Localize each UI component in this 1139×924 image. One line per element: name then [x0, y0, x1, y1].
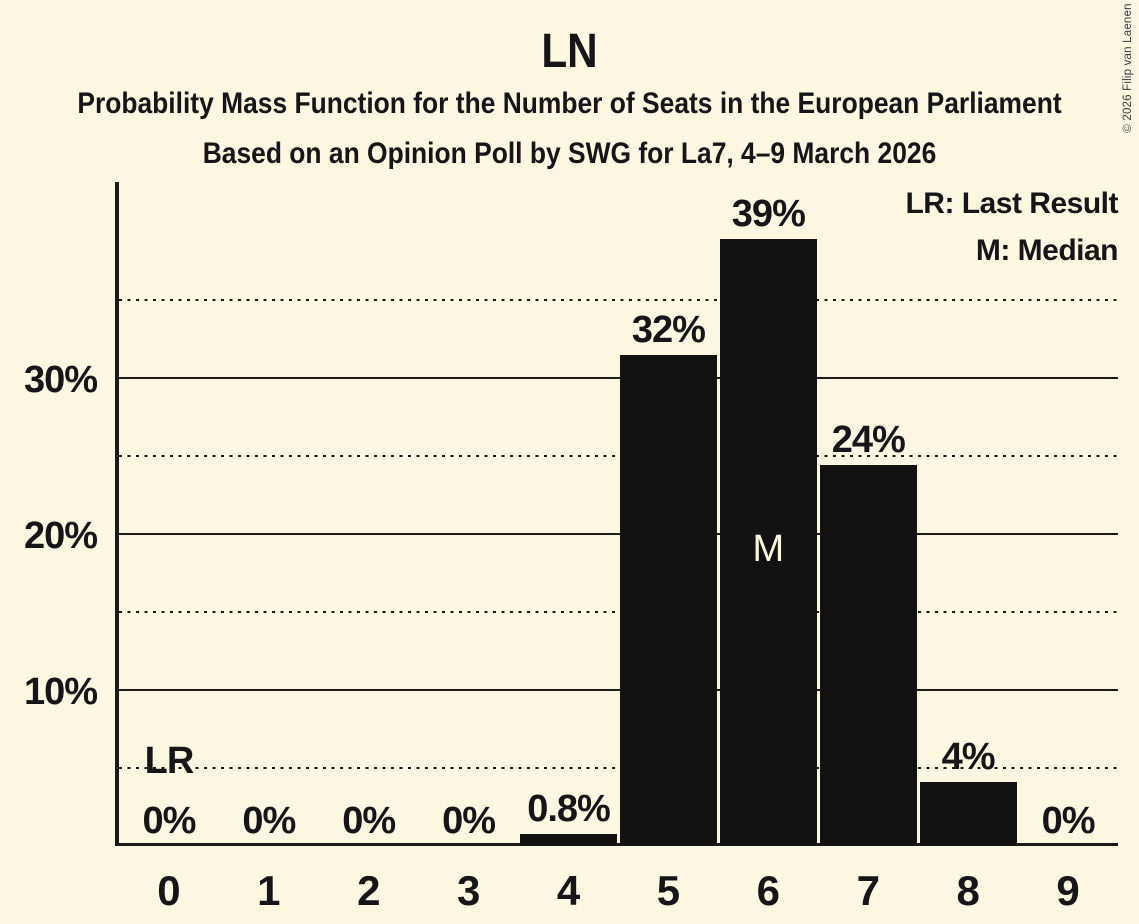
poll-details: Based on an Opinion Poll by SWG for La7,…: [202, 137, 937, 170]
bar-value-label: 0%: [142, 800, 196, 842]
legend-median-label: M: Median: [975, 234, 1119, 267]
bar-value-label: 0%: [342, 800, 396, 842]
last-result-marker-label: LR: [144, 740, 195, 782]
x-tick-label: 2: [357, 867, 381, 914]
page-title: LN: [541, 25, 598, 78]
copyright-text: © 2026 Filip van Laenen: [1122, 3, 1134, 133]
bar: [819, 465, 917, 846]
x-tick-label: 0: [157, 867, 181, 914]
y-axis-line: [115, 182, 119, 846]
bar-value-label: 39%: [731, 193, 806, 236]
bar-value-label: 32%: [631, 308, 706, 351]
median-marker-label: M: [752, 528, 785, 570]
bar-value-label: 0.8%: [527, 787, 611, 830]
bar-value-label: 0%: [442, 800, 496, 842]
x-tick-label: 1: [257, 867, 281, 914]
x-tick-label: 4: [556, 867, 581, 914]
gridline-solid: [119, 533, 1118, 535]
gridline-solid: [119, 377, 1118, 379]
bar-value-label: 0%: [242, 800, 296, 842]
plot-area: 10% 20% 30% 0% 0 LR 0% 1 0% 2 0% 3 0.8% 4 32% 5 39% 6 M 24%…: [24, 182, 1118, 912]
bar: [520, 833, 617, 846]
gridline-dotted: [119, 455, 1118, 457]
x-tick-label: 7: [856, 867, 880, 914]
x-tick-label: 3: [456, 867, 481, 914]
x-tick-label: 8: [956, 867, 980, 914]
gridline-dotted: [119, 299, 1118, 301]
gridline-solid: [119, 689, 1118, 691]
bar-value-label: 24%: [831, 419, 906, 462]
x-tick-label: 6: [756, 867, 781, 914]
x-tick-label: 5: [656, 867, 681, 914]
bar: [919, 782, 1017, 846]
y-tick-label: 30%: [23, 359, 98, 401]
y-tick-label: 10%: [23, 671, 98, 713]
bar-value-label: 0%: [1041, 800, 1096, 842]
bar: [719, 239, 817, 846]
y-tick-label: 20%: [23, 515, 98, 557]
legend-last-result-label: LR: Last Result: [905, 187, 1118, 220]
gridline-dotted: [119, 767, 1118, 769]
legend: LR: Last Result M: Median: [905, 180, 1118, 274]
bar-value-label: 4%: [941, 736, 996, 779]
gridline-dotted: [119, 611, 1118, 613]
copyright: © 2026 Filip van Laenen: [1119, 3, 1137, 133]
chart-subtitle: Probability Mass Function for the Number…: [77, 87, 1062, 120]
bar: [620, 354, 717, 846]
x-tick-label: 9: [1056, 867, 1080, 914]
